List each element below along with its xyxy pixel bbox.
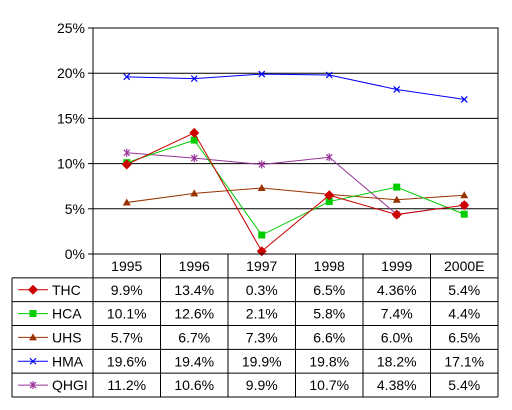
y-tick-label: 20% bbox=[57, 65, 85, 81]
y-tick-label: 10% bbox=[57, 156, 85, 172]
y-tick-label: 5% bbox=[65, 201, 85, 217]
table-cell-hma: 19.6% bbox=[107, 353, 147, 369]
data-point-qhgi bbox=[258, 160, 266, 169]
table-cell-thc: 9.9% bbox=[111, 282, 143, 298]
legend-label-uhs: UHS bbox=[52, 329, 82, 345]
data-point-hma bbox=[393, 86, 401, 93]
data-point-hca bbox=[190, 136, 198, 144]
data-point-thc bbox=[391, 209, 402, 220]
legend-marker-thc bbox=[28, 284, 38, 295]
series-line-uhs bbox=[126, 187, 465, 203]
data-point-uhs bbox=[122, 198, 131, 206]
table-cell-hca: 5.8% bbox=[313, 306, 345, 322]
data-point-hma bbox=[190, 75, 198, 83]
data-point-thc bbox=[459, 200, 470, 211]
table-cell-hca: 10.1% bbox=[107, 306, 147, 322]
series-lines bbox=[121, 70, 470, 257]
table-cell-hma: 19.4% bbox=[174, 353, 214, 369]
table-cell-qhgi: 10.6% bbox=[174, 377, 214, 393]
table-cell-hma: 19.9% bbox=[242, 353, 282, 369]
table-cell-uhs: 7.3% bbox=[246, 329, 278, 345]
legend-label-qhgi: QHGI bbox=[52, 377, 88, 393]
legend-marker-hca bbox=[29, 310, 37, 318]
gridlines bbox=[93, 72, 498, 210]
data-point-qhgi bbox=[123, 148, 131, 157]
x-category-label: 1999 bbox=[381, 258, 412, 274]
table-cell-thc: 13.4% bbox=[174, 282, 214, 298]
legend-marker-qhgi bbox=[29, 381, 37, 390]
legend-label-thc: THC bbox=[52, 282, 81, 298]
data-point-hca bbox=[258, 231, 266, 239]
table-cell-hma: 19.8% bbox=[309, 353, 349, 369]
table-cell-hca: 4.4% bbox=[448, 306, 480, 322]
data-point-thc bbox=[189, 127, 200, 138]
x-category-label: 1996 bbox=[179, 258, 210, 274]
series-line-hma bbox=[126, 73, 465, 100]
x-category-label: 2000E bbox=[444, 258, 484, 274]
data-point-uhs bbox=[460, 191, 469, 199]
y-axis-tick-labels: 0% 5% 10% 15% 20% 25% bbox=[57, 20, 93, 262]
x-category-label: 1995 bbox=[111, 258, 142, 274]
data-point-hma bbox=[460, 95, 468, 103]
data-point-hca bbox=[460, 210, 468, 218]
table-cell-hca: 2.1% bbox=[246, 306, 278, 322]
data-point-qhgi bbox=[325, 153, 333, 162]
legend-label-hma: HMA bbox=[52, 353, 84, 369]
series-line-thc bbox=[126, 132, 465, 253]
legend-marker-uhs bbox=[29, 333, 37, 341]
y-tick-label: 0% bbox=[65, 246, 85, 262]
data-point-hma bbox=[258, 70, 266, 78]
table-cell-qhgi: 4.38% bbox=[377, 377, 417, 393]
table-cell-thc: 4.36% bbox=[377, 282, 417, 298]
table-cell-uhs: 6.0% bbox=[381, 329, 413, 345]
table-cell-hma: 17.1% bbox=[444, 353, 484, 369]
data-point-hca bbox=[393, 183, 401, 191]
legend-label-hca: HCA bbox=[52, 306, 82, 322]
y-tick-label: 25% bbox=[57, 20, 85, 36]
table-cell-uhs: 6.7% bbox=[178, 329, 210, 345]
data-point-hma bbox=[123, 73, 131, 81]
table-cell-qhgi: 11.2% bbox=[107, 377, 146, 393]
table-cell-thc: 6.5% bbox=[313, 282, 345, 298]
data-point-thc bbox=[324, 190, 335, 201]
table-cell-qhgi: 5.4% bbox=[448, 377, 480, 393]
table-cell-thc: 0.3% bbox=[246, 282, 278, 298]
data-point-qhgi bbox=[190, 154, 198, 163]
legend-marker-hma bbox=[29, 357, 37, 365]
y-tick-label: 15% bbox=[57, 110, 85, 126]
data-point-hca bbox=[325, 198, 333, 206]
table-cell-qhgi: 10.7% bbox=[309, 377, 349, 393]
data-point-uhs bbox=[257, 184, 266, 192]
table-cell-qhgi: 9.9% bbox=[246, 377, 278, 393]
data-table: 1995 1996 1997 1998 1999 2000E THC 9.9% 13.4% 0.3… bbox=[11, 253, 499, 398]
data-point-uhs bbox=[190, 189, 199, 197]
table-cell-uhs: 6.5% bbox=[448, 329, 480, 345]
table-cell-hca: 7.4% bbox=[381, 306, 413, 322]
data-point-uhs bbox=[392, 195, 401, 203]
data-point-thc bbox=[121, 159, 132, 170]
table-cell-thc: 5.4% bbox=[448, 282, 480, 298]
x-category-label: 1998 bbox=[314, 258, 345, 274]
plot-area bbox=[92, 27, 499, 255]
table-cell-uhs: 6.6% bbox=[313, 329, 345, 345]
data-point-hma bbox=[325, 71, 333, 79]
table-cell-hma: 18.2% bbox=[377, 353, 417, 369]
table-cell-uhs: 5.7% bbox=[111, 329, 143, 345]
table-cell-hca: 12.6% bbox=[174, 306, 214, 322]
series-line-hca bbox=[126, 139, 465, 236]
x-category-label: 1997 bbox=[246, 258, 277, 274]
